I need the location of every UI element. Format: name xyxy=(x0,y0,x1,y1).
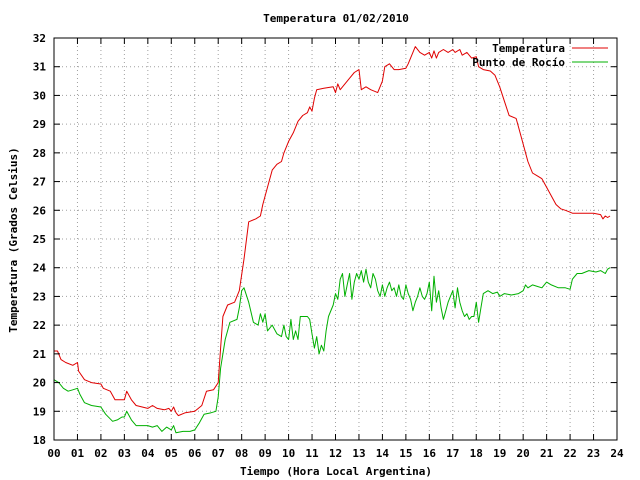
y-tick-label-27: 27 xyxy=(33,176,46,189)
y-tick-label-32: 32 xyxy=(33,32,46,45)
y-tick-label-23: 23 xyxy=(33,290,46,303)
tick-labels: 18 19 20 21 22 23 24 25 26 27 28 29 30 31 32 00 01 02 03 04… xyxy=(33,32,624,460)
series-line-temperatura xyxy=(54,46,611,417)
x-tick-label-22: 22 xyxy=(563,447,576,460)
x-tick-label-14: 14 xyxy=(376,447,390,460)
y-tick-label-30: 30 xyxy=(33,89,46,102)
x-tick-label-13: 13 xyxy=(352,447,365,460)
x-tick-label-09: 09 xyxy=(259,447,272,460)
y-tick-label-28: 28 xyxy=(33,147,46,160)
x-tick-label-12: 12 xyxy=(329,447,342,460)
y-tick-label-29: 29 xyxy=(33,118,46,131)
x-tick-label-05: 05 xyxy=(165,447,178,460)
y-tick-label-21: 21 xyxy=(33,348,47,361)
legend-label-punto-de-rocio: Punto de Rocío xyxy=(472,56,565,69)
x-tick-label-07: 07 xyxy=(212,447,225,460)
x-tick-label-23: 23 xyxy=(587,447,600,460)
y-tick-label-18: 18 xyxy=(33,434,46,447)
series-line-punto-de-rocio xyxy=(53,267,611,434)
y-tick-label-31: 31 xyxy=(33,61,47,74)
legend-label-temperatura: Temperatura xyxy=(492,42,565,55)
x-tick-label-20: 20 xyxy=(517,447,530,460)
y-axis-label: Temperatura (Grados Celsius) xyxy=(7,147,20,332)
x-tick-label-06: 06 xyxy=(188,447,202,460)
y-tick-label-19: 19 xyxy=(33,405,46,418)
y-tick-label-22: 22 xyxy=(33,319,46,332)
y-tick-label-24: 24 xyxy=(33,262,47,275)
y-tick-label-26: 26 xyxy=(33,204,47,217)
legend: Temperatura Punto de Rocío xyxy=(472,42,608,69)
x-tick-label-19: 19 xyxy=(493,447,506,460)
x-tick-label-24: 24 xyxy=(610,447,624,460)
x-tick-label-18: 18 xyxy=(470,447,483,460)
x-tick-label-11: 11 xyxy=(305,447,319,460)
x-tick-label-00: 00 xyxy=(47,447,60,460)
x-tick-label-16: 16 xyxy=(423,447,437,460)
x-tick-label-17: 17 xyxy=(446,447,459,460)
x-tick-label-21: 21 xyxy=(540,447,554,460)
x-tick-label-02: 02 xyxy=(94,447,107,460)
x-tick-label-15: 15 xyxy=(399,447,412,460)
x-tick-label-03: 03 xyxy=(118,447,131,460)
x-tick-label-08: 08 xyxy=(235,447,248,460)
y-tick-label-20: 20 xyxy=(33,377,46,390)
series-layer xyxy=(53,46,611,434)
x-tick-label-01: 01 xyxy=(71,447,85,460)
x-tick-label-10: 10 xyxy=(282,447,295,460)
axis-ticks xyxy=(53,37,618,441)
x-axis-label: Tiempo (Hora Local Argentina) xyxy=(240,465,432,478)
grid xyxy=(54,38,617,440)
x-tick-label-04: 04 xyxy=(141,447,155,460)
y-tick-label-25: 25 xyxy=(33,233,46,246)
chart-title: Temperatura 01/02/2010 xyxy=(263,12,409,25)
